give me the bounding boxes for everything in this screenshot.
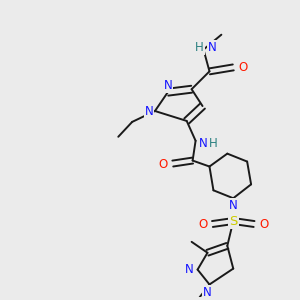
Text: N: N xyxy=(145,104,153,118)
Text: N: N xyxy=(199,137,208,150)
Text: H: H xyxy=(195,41,204,54)
Text: O: O xyxy=(158,158,167,171)
Text: N: N xyxy=(208,41,217,54)
Text: O: O xyxy=(238,61,248,74)
Text: N: N xyxy=(203,286,212,299)
Text: S: S xyxy=(229,214,237,227)
Text: H: H xyxy=(209,137,218,150)
Text: N: N xyxy=(185,263,194,276)
Text: N: N xyxy=(229,199,238,212)
Text: O: O xyxy=(260,218,268,230)
Text: O: O xyxy=(198,218,207,230)
Text: N: N xyxy=(164,79,172,92)
